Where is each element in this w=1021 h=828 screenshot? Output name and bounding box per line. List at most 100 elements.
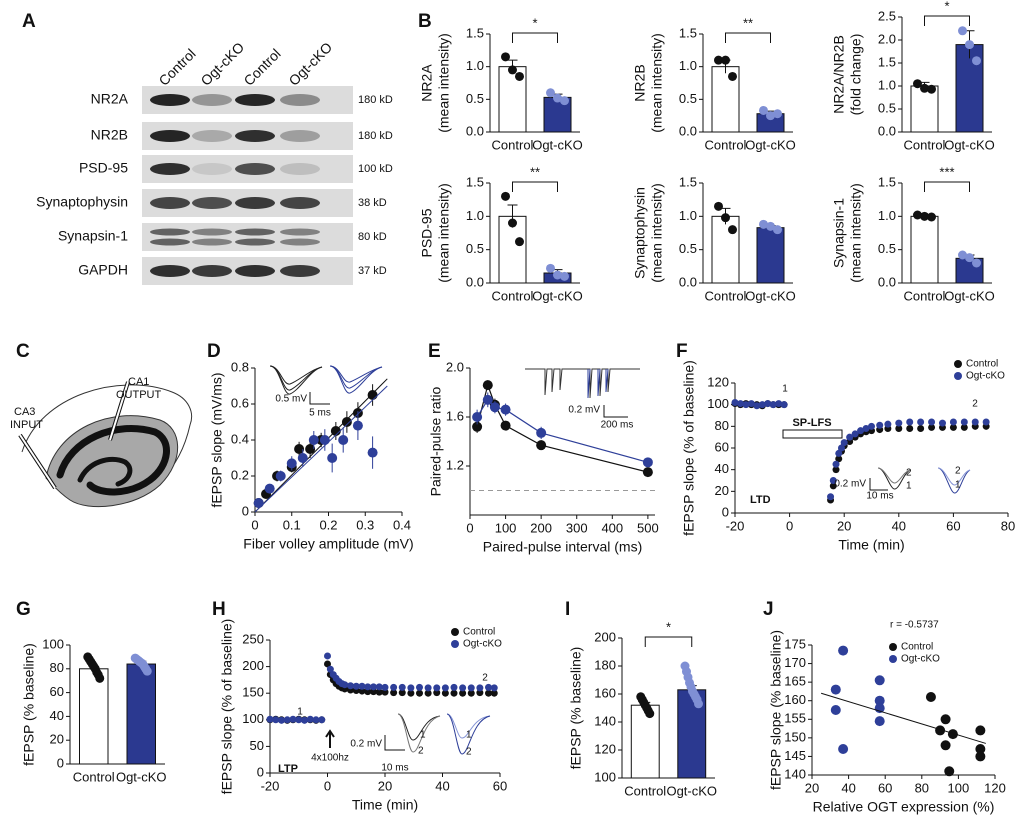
y-axis-label: NR2A/NR2B [831, 35, 847, 114]
x-tick-label: 0 [786, 518, 793, 533]
legend-marker [451, 628, 459, 636]
protein-label: PSD-95 [79, 160, 128, 176]
x-tick-label: -20 [726, 518, 745, 533]
data-point [441, 689, 449, 697]
x-tick-label: 0 [466, 520, 473, 535]
size-label: 38 kD [358, 197, 387, 209]
data-point [472, 421, 483, 432]
diagram-label: CA1 [128, 376, 149, 388]
blot-band [280, 228, 320, 236]
annotation: r = -0.5737 [890, 620, 939, 631]
y-tick-label: 140 [784, 766, 806, 781]
data-point [341, 681, 349, 689]
y-tick-label: 1.0 [466, 208, 484, 223]
data-point [306, 715, 314, 723]
size-label: 80 kD [358, 231, 387, 243]
trace [397, 713, 441, 753]
blot-band [235, 197, 275, 209]
y-tick-label: 2.0 [878, 31, 896, 46]
data-point [851, 430, 859, 438]
data-point [364, 688, 372, 696]
significance-label: * [666, 619, 671, 634]
y-tick-label: 1.5 [466, 174, 484, 189]
data-point [775, 400, 783, 408]
data-point [536, 427, 547, 438]
data-point [972, 56, 981, 66]
y-tick-label: 2.0 [446, 359, 464, 374]
x-tick-label: 100 [495, 520, 517, 535]
data-point [764, 400, 772, 408]
data-point [95, 673, 105, 683]
data-point [846, 433, 854, 441]
data-point [975, 744, 986, 754]
y-axis-label: Synapsin-1 [831, 198, 847, 268]
data-point [742, 401, 750, 409]
data-point [286, 458, 297, 469]
blot-band [280, 238, 320, 246]
y-axis-label: (mean intensity) [649, 183, 665, 283]
y-tick-label: 150 [784, 729, 806, 744]
x-axis-label: Time (min) [838, 537, 904, 553]
y-tick-label: 1.2 [446, 457, 464, 472]
category-label: Control [904, 137, 946, 152]
y-axis-label: PSD-95 [419, 208, 435, 257]
annotation: SP-LFS [792, 417, 831, 429]
y-axis-label: fEPSP slope (mV/ms) [209, 372, 225, 507]
annotation: 2 [482, 673, 488, 684]
panel-label: H [212, 599, 226, 620]
data-point [398, 689, 406, 697]
category-label: Control [492, 288, 534, 303]
data-point [868, 422, 875, 430]
data-point [347, 682, 354, 690]
blot-band [150, 228, 190, 236]
x-tick-label: 20 [837, 518, 851, 533]
data-point [330, 426, 341, 436]
x-tick-label: 300 [566, 520, 588, 535]
category-label: Ogt-cKO [745, 288, 796, 303]
y-tick-label: 1.0 [679, 58, 697, 73]
data-point [508, 218, 517, 228]
data-point [975, 725, 986, 736]
lane-label: Ogt-cKO [197, 39, 247, 89]
data-point [367, 447, 378, 458]
data-point [367, 390, 378, 400]
panel-label: G [16, 599, 31, 620]
y-tick-label: 0.0 [679, 274, 697, 289]
blot-band [192, 130, 232, 142]
data-point [433, 684, 441, 692]
annotation: 2 [972, 399, 978, 410]
data-point [895, 425, 903, 432]
category-label: Ogt-cKO [116, 769, 167, 784]
x-tick-label: 0.1 [283, 517, 301, 532]
data-point [283, 716, 291, 724]
y-tick-label: 60 [715, 439, 729, 454]
annotation: 2 [906, 468, 912, 479]
data-point [324, 652, 331, 660]
data-point [375, 688, 383, 696]
data-point [482, 380, 493, 391]
y-axis-label: fEPSP (% baseline) [568, 647, 584, 770]
legend-label: Control [901, 642, 933, 653]
data-point [895, 419, 903, 427]
category-label: Control [705, 137, 747, 152]
y-tick-label: 0.5 [878, 100, 896, 115]
y-axis-label: NR2A [419, 64, 435, 102]
legend-marker [954, 372, 962, 380]
annotation: 200 ms [601, 420, 634, 431]
x-tick-label: 120 [984, 780, 1006, 795]
data-point [832, 466, 840, 474]
data-point [714, 201, 723, 211]
blot-band [280, 94, 320, 106]
data-point [450, 683, 458, 691]
stimulus-box [782, 429, 843, 439]
data-point [253, 498, 264, 508]
data-point [982, 418, 990, 426]
x-tick-label: 60 [493, 778, 507, 793]
data-point [407, 689, 415, 697]
trace [603, 405, 628, 418]
x-axis-label: Time (min) [352, 797, 418, 813]
data-point [925, 692, 936, 702]
data-point [515, 71, 524, 81]
data-point [830, 684, 841, 695]
